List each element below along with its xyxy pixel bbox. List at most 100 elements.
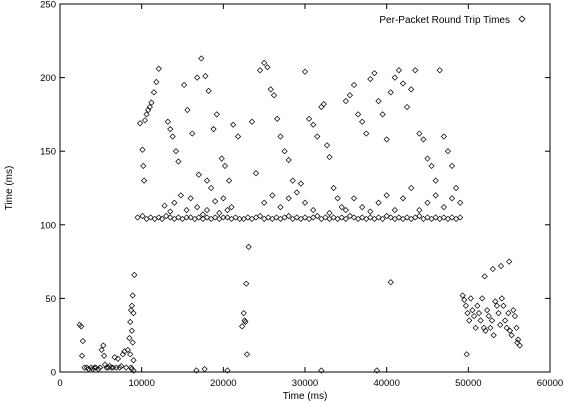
data-point	[297, 180, 305, 187]
x-tick-label: 30000	[292, 378, 318, 389]
data-point	[448, 162, 456, 170]
data-point	[130, 310, 137, 317]
data-point	[127, 318, 134, 326]
data-point	[448, 195, 456, 202]
data-point	[218, 155, 225, 162]
data-point	[310, 206, 317, 214]
data-point	[354, 111, 362, 118]
data-point	[130, 367, 137, 374]
data-point	[130, 357, 137, 364]
data-point	[379, 215, 386, 223]
data-point	[510, 307, 517, 314]
data-point	[243, 351, 251, 358]
data-point	[416, 212, 423, 220]
data-point	[261, 59, 268, 66]
data-point	[221, 162, 229, 170]
y-axis: 0 50 100 150 200 250	[40, 0, 550, 379]
data-point	[412, 67, 419, 74]
data-point	[472, 324, 479, 331]
data-point	[464, 310, 471, 317]
data-point	[224, 367, 231, 374]
data-point	[96, 364, 104, 371]
data-point	[432, 192, 439, 199]
data-point	[326, 153, 333, 161]
data-point	[244, 214, 251, 221]
data-point	[129, 292, 136, 299]
x-tick-label: 20000	[210, 378, 236, 389]
data-point	[488, 317, 496, 324]
data-point	[220, 214, 227, 221]
legend-marker	[518, 15, 526, 23]
data-point	[198, 55, 205, 62]
data-point	[139, 212, 146, 220]
data-point	[269, 192, 276, 199]
data-point	[323, 142, 331, 149]
data-point	[95, 365, 102, 373]
data-point	[205, 87, 212, 94]
data-point	[463, 351, 470, 358]
data-point	[506, 327, 514, 334]
data-point	[301, 199, 309, 206]
data-point	[477, 317, 484, 324]
data-point	[511, 312, 518, 320]
data-point	[128, 302, 135, 309]
data-point	[387, 279, 394, 286]
data-point	[207, 184, 215, 192]
data-point	[424, 155, 431, 162]
data-point	[202, 73, 209, 80]
data-point	[183, 214, 190, 221]
data-point	[114, 355, 122, 362]
data-point	[481, 273, 488, 280]
data-point	[285, 212, 292, 220]
legend-label: Per-Packet Round Trip Times	[379, 15, 510, 26]
data-point	[118, 363, 125, 370]
data-point	[375, 214, 382, 221]
data-point	[395, 214, 403, 221]
data-point	[342, 98, 349, 105]
data-point	[167, 214, 174, 221]
y-tick-label: 50	[45, 294, 56, 305]
data-point	[139, 146, 146, 153]
data-point	[212, 198, 219, 205]
data-point	[371, 70, 378, 77]
y-tick-label: 250	[40, 0, 56, 11]
data-point	[485, 312, 492, 320]
data-point	[346, 212, 354, 220]
data-point	[391, 206, 398, 214]
data-point	[475, 310, 483, 317]
data-point	[126, 335, 133, 342]
data-point	[147, 214, 154, 221]
data-point	[506, 258, 513, 265]
data-point	[203, 214, 211, 221]
x-tick-label: 0	[57, 378, 62, 389]
data-point	[164, 118, 171, 125]
data-point	[184, 106, 191, 114]
data-point	[264, 64, 271, 71]
data-point	[153, 78, 160, 86]
data-point	[252, 170, 260, 177]
data-point	[350, 81, 358, 89]
data-point	[124, 346, 131, 354]
data-point	[342, 215, 349, 223]
data-point	[326, 209, 333, 217]
data-point	[403, 103, 411, 111]
data-point	[274, 115, 281, 122]
data-point	[508, 332, 515, 339]
data-point	[408, 184, 415, 192]
x-axis: 0 10000 20000 30000 40000 50000 60000	[57, 4, 563, 389]
x-tick-label: 40000	[373, 378, 399, 389]
data-point	[111, 354, 118, 361]
data-point	[338, 204, 345, 211]
data-point	[273, 214, 280, 221]
data-point	[248, 118, 256, 125]
data-point	[195, 171, 202, 178]
data-point	[498, 295, 505, 302]
data-point	[379, 111, 386, 118]
data-point	[432, 214, 439, 221]
data-point	[440, 214, 447, 221]
data-point	[148, 99, 155, 106]
data-point	[261, 199, 268, 206]
data-point	[256, 67, 264, 74]
data-point	[457, 199, 464, 206]
data-point	[500, 302, 507, 309]
